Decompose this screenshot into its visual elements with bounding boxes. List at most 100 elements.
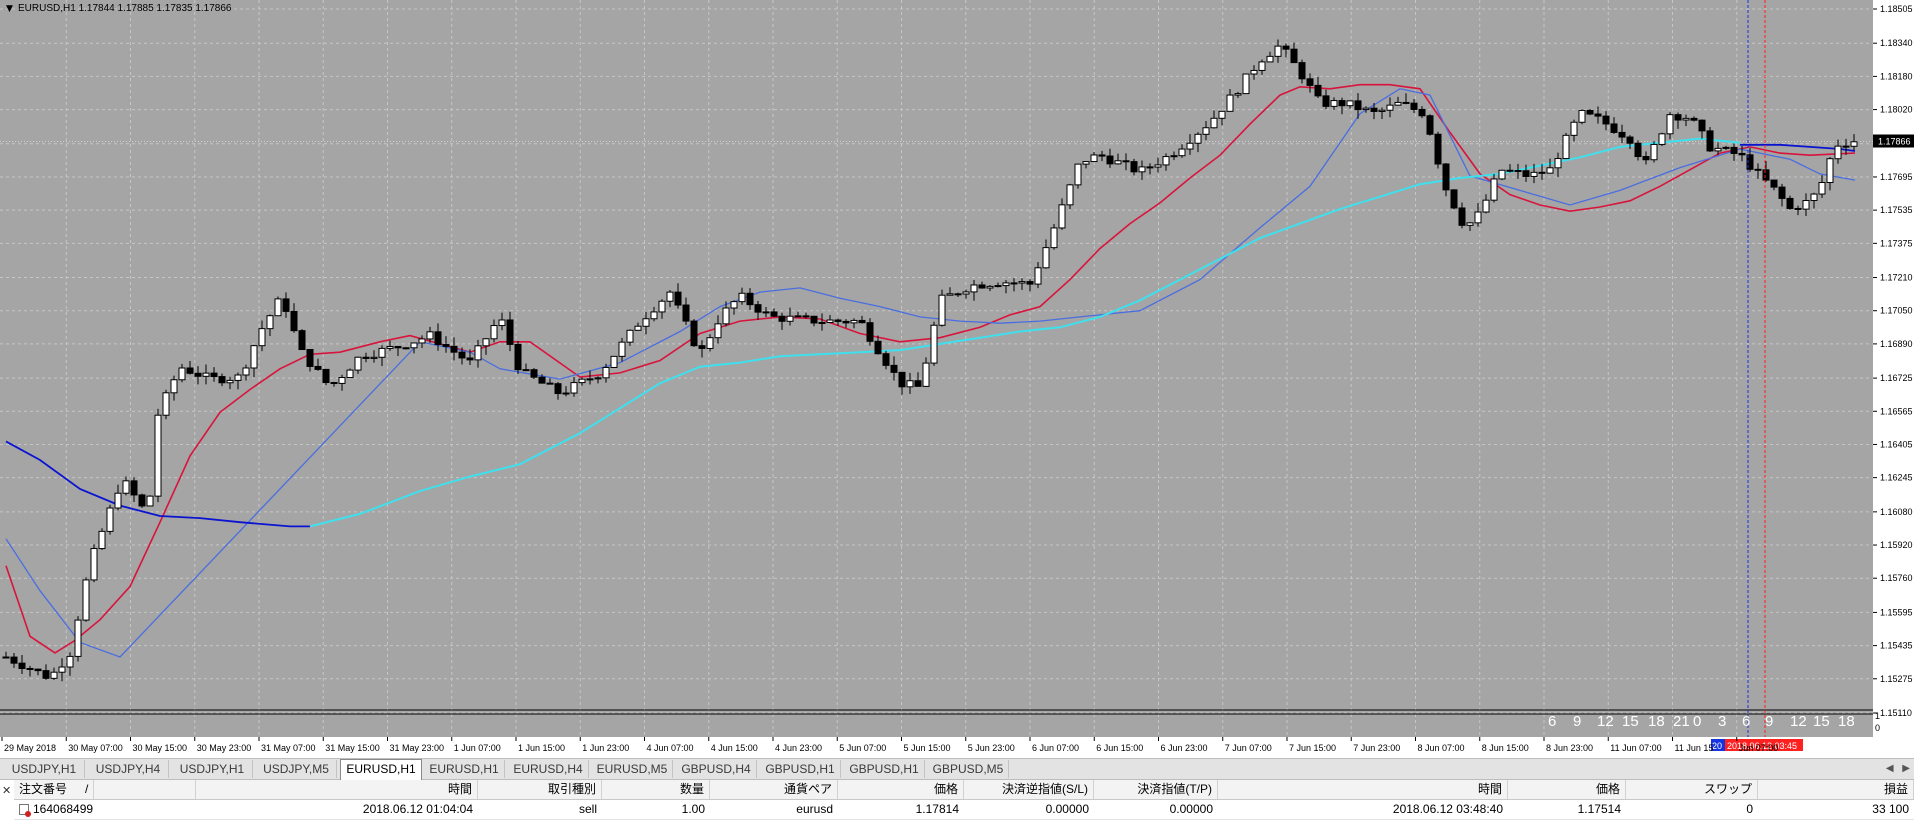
hour-marker-label: 9 (1573, 713, 1581, 730)
candle-bear (1770, 179, 1778, 188)
chart-tab[interactable]: EURUSD,H1 (424, 760, 505, 778)
candle-bear (1106, 155, 1114, 165)
time-axis-label: 5 Jun 15:00 (904, 743, 951, 753)
candle-bull (1066, 184, 1074, 206)
chart-tab[interactable]: GBPUSD,H1 (844, 760, 925, 778)
time-axis-label: 8 Jun 15:00 (1482, 743, 1529, 753)
col-price[interactable]: 価格 (838, 780, 964, 799)
candle-bull (1722, 146, 1730, 149)
candle-bear (1506, 169, 1514, 172)
candle-bull (642, 318, 650, 327)
time-axis-label: 1 Jun 07:00 (454, 743, 501, 753)
candle-bear (1434, 133, 1442, 165)
candle-bull (1154, 164, 1162, 168)
chart-tab[interactable]: GBPUSD,H4 (676, 760, 757, 778)
candle-bear (898, 371, 906, 388)
tab-scroll-arrows: ◀ ▶ (1880, 760, 1910, 778)
candle-bear (1314, 84, 1322, 97)
candle-bull (818, 322, 826, 325)
col-sl[interactable]: 決済逆指値(S/L) (964, 780, 1094, 799)
table-row[interactable]: 164068499 2018.06.12 01:04:04 sell 1.00 … (14, 800, 1914, 820)
candle-bull (474, 345, 482, 361)
candle-bull (234, 374, 242, 381)
candle-bear (1610, 123, 1618, 133)
candle-bull (1490, 178, 1498, 201)
hour-marker-label: 15 (1622, 713, 1639, 730)
candle-bull (242, 367, 250, 376)
col-tp[interactable]: 決済指値(T/P) (1094, 780, 1218, 799)
candle-bear (882, 353, 890, 366)
col-close-time[interactable]: 時間 (1218, 780, 1508, 799)
col-order[interactable]: 注文番号 (14, 780, 94, 799)
price-axis-label: 1.16725 (1880, 373, 1913, 383)
candle-bear (1146, 166, 1154, 169)
chart-tab[interactable]: GBPUSD,H1 (760, 760, 841, 778)
chart-tab[interactable]: EURUSD,M5 (592, 760, 673, 778)
candle-bull (258, 328, 266, 347)
candle-bull (1682, 117, 1690, 121)
chart-menu-icon[interactable]: ▼ (6, 4, 13, 14)
volume-axis-label: 1 (1875, 711, 1880, 721)
candle-bear (1626, 136, 1634, 144)
time-axis-label: 31 May 15:00 (325, 743, 380, 753)
chart-tab[interactable]: EURUSD,H4 (508, 760, 589, 778)
candle-bull (482, 338, 490, 347)
chart-tab[interactable]: GBPUSD,M5 (928, 760, 1009, 778)
candle-bull (1554, 158, 1562, 169)
candle-bear (770, 311, 778, 317)
candle-bull (1114, 160, 1122, 165)
price-axis-label: 1.17375 (1880, 238, 1913, 248)
candle-bull (738, 292, 746, 303)
hour-marker-label: 18 (1648, 713, 1665, 730)
chart-tab[interactable]: EURUSD,H1 (340, 759, 422, 780)
col-open-time[interactable]: 時間 (196, 780, 478, 799)
candle-bull (1242, 73, 1250, 95)
tab-scroll-left-icon[interactable]: ◀ (1885, 763, 1894, 774)
candle-bull (618, 341, 626, 357)
candle-bear (530, 369, 538, 378)
time-axis-label: Jun 07:00 (1739, 743, 1779, 753)
candle-bull (1530, 171, 1538, 177)
candle-bull (1202, 127, 1210, 135)
chart-tab[interactable]: USDJPY,H1 (172, 760, 253, 778)
time-axis-label: 31 May 23:00 (390, 743, 445, 753)
candle-bull (1170, 155, 1178, 158)
close-time-cell: 2018.06.12 03:48:40 (1392, 802, 1503, 816)
candle-bull (610, 355, 618, 368)
price-chart[interactable]: 20 2018.06.12 03:45 1.18505 1.18340 1.18180… (0, 0, 1914, 758)
hour-marker-label: 18 (1838, 713, 1855, 730)
marker-label-blue-bg (1711, 739, 1725, 751)
col-close-price[interactable]: 価格 (1508, 780, 1626, 799)
candle-bear (1594, 113, 1602, 117)
candle-bear (1354, 100, 1362, 111)
col-profit[interactable]: 損益 (1758, 780, 1914, 799)
ma-blue-line (5, 88, 1856, 658)
candle-bear (2, 656, 10, 659)
candle-bear (450, 345, 458, 353)
col-sort[interactable]: / (80, 780, 196, 799)
time-axis-label: 6 Jun 23:00 (1161, 743, 1208, 753)
candle-bull (1138, 166, 1146, 173)
col-swap[interactable]: スワップ (1626, 780, 1758, 799)
candle-bull (418, 338, 426, 344)
candle-bull (338, 377, 346, 384)
chart-tab[interactable]: USDJPY,H1 (4, 760, 85, 778)
volume-axis-label: 0 (1875, 723, 1880, 733)
time-axis-label: 30 May 07:00 (68, 743, 123, 753)
col-volume[interactable]: 数量 (602, 780, 710, 799)
terminal-close-icon[interactable]: ✕ (2, 785, 12, 797)
terminal-header-row: 注文番号 / 時間 取引種別 数量 通貨ペア 価格 決済逆指値(S/L) 決済指… (14, 780, 1914, 800)
chart-tab[interactable]: USDJPY,M5 (256, 760, 337, 778)
candle-bull (930, 324, 938, 364)
candle-bull (122, 480, 130, 494)
candle-bull (1226, 94, 1234, 112)
profit-cell: 33 100 (1872, 802, 1909, 816)
col-symbol[interactable]: 通貨ペア (710, 780, 838, 799)
candle-bull (226, 379, 234, 384)
candle-bull (1090, 154, 1098, 163)
col-type[interactable]: 取引種別 (478, 780, 602, 799)
tab-scroll-right-icon[interactable]: ▶ (1902, 763, 1910, 774)
candle-bear (210, 372, 218, 378)
chart-plot-area[interactable] (0, 0, 1873, 737)
chart-tab[interactable]: USDJPY,H4 (88, 760, 169, 778)
